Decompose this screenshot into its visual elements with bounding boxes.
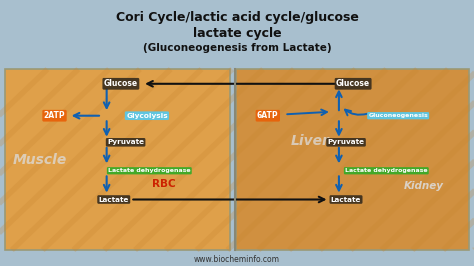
- Text: 2ATP: 2ATP: [44, 111, 65, 120]
- FancyBboxPatch shape: [236, 69, 469, 250]
- Text: Glycolysis: Glycolysis: [126, 113, 168, 119]
- Text: Muscle: Muscle: [13, 153, 67, 167]
- Text: RBC: RBC: [152, 178, 175, 189]
- Text: Lactate: Lactate: [331, 197, 361, 202]
- Text: Lactate dehydrogenase: Lactate dehydrogenase: [108, 168, 191, 173]
- Text: Lactate dehydrogenase: Lactate dehydrogenase: [345, 168, 428, 173]
- Text: Pyruvate: Pyruvate: [328, 139, 365, 145]
- Text: Gluconeogenesis: Gluconeogenesis: [368, 113, 428, 118]
- Text: lactate cycle: lactate cycle: [193, 27, 281, 40]
- Text: Lactate: Lactate: [99, 197, 129, 202]
- Text: www.biocheminfo.com: www.biocheminfo.com: [194, 255, 280, 264]
- Text: 6ATP: 6ATP: [257, 111, 279, 120]
- Text: Kidney: Kidney: [404, 181, 444, 191]
- Text: Liver: Liver: [291, 134, 330, 148]
- Text: Glucose: Glucose: [336, 79, 370, 88]
- Text: (Gluconeogenesis from Lactate): (Gluconeogenesis from Lactate): [143, 43, 331, 53]
- Text: Glucose: Glucose: [104, 79, 138, 88]
- Text: Pyruvate: Pyruvate: [107, 139, 144, 145]
- FancyBboxPatch shape: [5, 69, 230, 250]
- Text: Cori Cycle/lactic acid cycle/glucose: Cori Cycle/lactic acid cycle/glucose: [116, 11, 358, 24]
